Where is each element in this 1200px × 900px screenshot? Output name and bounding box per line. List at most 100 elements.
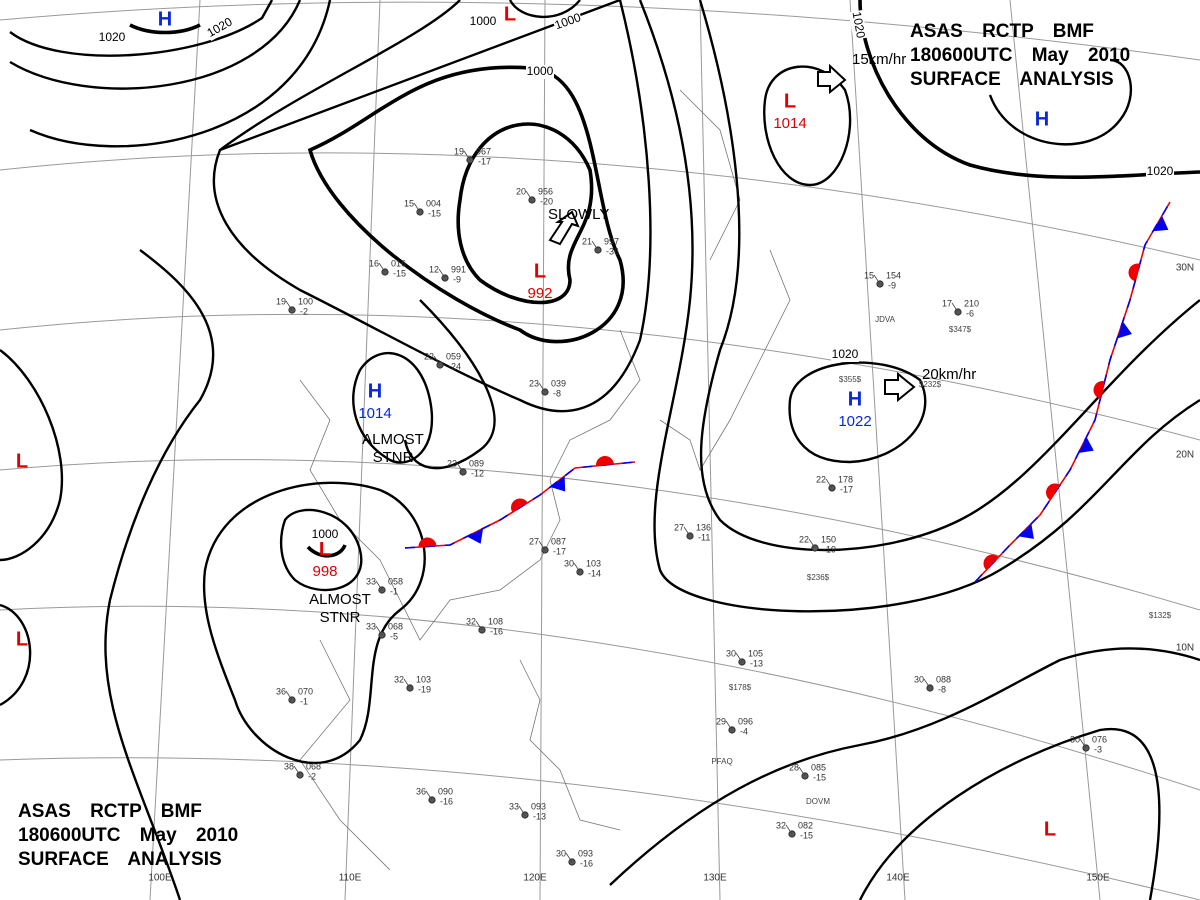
station-code: $236$ — [807, 573, 830, 582]
station-tendency: -15 — [393, 268, 406, 278]
wind-barb — [463, 150, 471, 161]
wind-barb — [378, 262, 386, 273]
parallel — [0, 605, 1200, 791]
stationary-note: STNR — [320, 609, 361, 626]
wind-barb — [873, 274, 881, 285]
wind-barb — [438, 268, 446, 279]
coast — [299, 639, 391, 871]
wind-barb — [785, 824, 793, 835]
station-plot: 23 089-12 — [447, 458, 484, 478]
pressure-center: L — [534, 260, 546, 282]
station-plot: 36 070-1 — [276, 686, 313, 706]
station-tendency: -17 — [840, 484, 853, 494]
wind-barb — [433, 355, 441, 366]
isobar — [638, 0, 1200, 613]
station-code: $347$ — [949, 325, 972, 334]
isobar-label-box: 1020 — [831, 347, 859, 362]
station-plot: 33 093-13 — [509, 801, 546, 821]
station-pressure: 154 — [886, 270, 901, 280]
isobar-label-box: 1000 — [526, 64, 554, 79]
cold-front-symbol — [1152, 215, 1169, 232]
station-pressure: 088 — [936, 674, 951, 684]
wind-barb — [1079, 738, 1087, 749]
station-temp: 20 — [516, 186, 526, 196]
station-pressure: 082 — [798, 820, 813, 830]
isobar-label-box: 1020 — [98, 30, 126, 45]
station-pressure: 085 — [811, 762, 826, 772]
wind-barb — [425, 790, 433, 801]
latitude-label: 10N — [1176, 643, 1194, 654]
isobar-label-box: 1000 — [469, 14, 497, 29]
station-temp: 29 — [716, 716, 726, 726]
station-temp: 23 — [529, 378, 539, 388]
station-tendency: -15 — [428, 208, 441, 218]
station-temp: 22 — [799, 534, 809, 544]
central-pressure: 1014 — [358, 405, 391, 422]
wind-barb — [923, 678, 931, 689]
isobar — [788, 361, 927, 464]
coast — [659, 249, 791, 471]
station-pressure: 967 — [476, 146, 491, 156]
station-temp: 22 — [816, 474, 826, 484]
isobar — [456, 122, 594, 305]
station-temp: 30 — [914, 674, 924, 684]
station-tendency: -11 — [698, 532, 710, 542]
isobar — [104, 249, 215, 900]
station-tendency: -16 — [580, 858, 593, 868]
station-tendency: -6 — [966, 308, 974, 318]
isobar-label-box: 1020 — [848, 9, 868, 41]
station-tendency: -9 — [888, 280, 896, 290]
meridian — [699, 0, 721, 900]
pressure-center: L — [504, 3, 516, 25]
longitude-label: 150E — [1086, 873, 1110, 884]
station-tendency: -9 — [453, 274, 461, 284]
pressure-center: L — [319, 538, 331, 560]
wind-barb — [285, 300, 293, 311]
header-line: ASAS RCTP BMF — [910, 21, 1094, 42]
wind-barb — [538, 540, 546, 551]
station-tendency: -36 — [606, 246, 619, 256]
station-tendency: -13 — [750, 658, 763, 668]
station-plot: 38 068-2 — [284, 761, 321, 781]
station-plot: 21 997-36 — [582, 236, 619, 256]
label-bg — [204, 14, 236, 42]
station-pressure: 210 — [964, 298, 979, 308]
station-temp: 32 — [776, 820, 786, 830]
isobar — [763, 65, 852, 187]
wind-barb — [375, 580, 383, 591]
label-bg — [1146, 165, 1174, 179]
warm-front-symbol — [511, 498, 528, 513]
pressure-center: H — [158, 8, 172, 30]
parallel — [0, 313, 1200, 441]
motion-annotation: 20km/hr — [922, 366, 976, 383]
isobar — [279, 508, 363, 592]
station-temp: 33 — [509, 801, 519, 811]
station-plot: 30 103-14 — [564, 558, 601, 578]
isobar — [307, 65, 625, 344]
station-pressure: 150 — [821, 534, 836, 544]
station-tendency: -19 — [418, 684, 431, 694]
isobar-label: 1020 — [1147, 164, 1174, 178]
fronts — [404, 201, 1171, 583]
wind-barb — [456, 462, 464, 473]
cold-front-symbol — [550, 476, 566, 492]
central-pressure: 1022 — [838, 413, 871, 430]
warm-front-symbol — [418, 537, 437, 548]
pressure-center: H — [1035, 108, 1049, 130]
isobar — [352, 352, 433, 464]
wind-barb — [573, 562, 581, 573]
meridian — [149, 0, 201, 900]
station-plot: 32 082-15 — [776, 820, 813, 840]
parallel — [0, 152, 1200, 261]
wind-barb — [285, 690, 293, 701]
station-tendency: -4 — [740, 726, 748, 736]
station-code: PFAQ — [711, 757, 732, 766]
label-bg — [98, 31, 126, 45]
central-pressure: 998 — [312, 563, 337, 580]
station-temp: 15 — [864, 270, 874, 280]
station-pressure: 103 — [416, 674, 431, 684]
station-tendency: -24 — [448, 361, 461, 371]
